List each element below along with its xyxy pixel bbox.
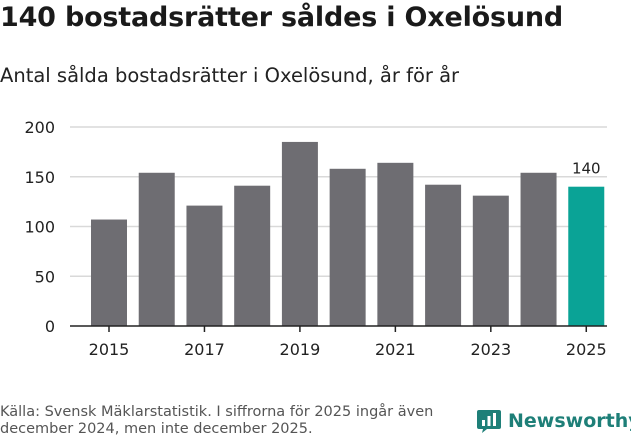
newsworthy-logo-icon xyxy=(477,410,501,433)
x-tick-label: 2023 xyxy=(470,340,511,359)
bar-2015 xyxy=(91,219,127,326)
x-tick-label: 2015 xyxy=(89,340,130,359)
x-tick-label: 2017 xyxy=(184,340,225,359)
y-tick-label: 0 xyxy=(45,317,55,336)
x-tick-label: 2025 xyxy=(566,340,607,359)
brand-name: Newsworthy xyxy=(508,410,631,432)
brand[interactable]: Newsworthy xyxy=(476,408,631,434)
chart-title: 140 bostadsrätter såldes i Oxelösund xyxy=(0,2,564,33)
source-note: Källa: Svensk Mäklarstatistik. I siffror… xyxy=(0,404,434,437)
x-tick-label: 2019 xyxy=(280,340,321,359)
bar-2018 xyxy=(234,185,271,326)
data-label: 140 xyxy=(572,160,601,178)
x-tick-label: 2021 xyxy=(375,340,416,359)
bar-chart: 0 50 100 150 200 140 2015 2017 2019 2021 2023 2025 xyxy=(24,118,607,359)
bar-2023 xyxy=(472,195,509,326)
y-tick-label: 50 xyxy=(35,267,55,286)
y-tick-label: 100 xyxy=(24,218,55,237)
bar-2022 xyxy=(425,184,462,326)
y-tick-label: 150 xyxy=(24,168,55,187)
y-tick-label: 200 xyxy=(24,118,55,137)
bar-2016 xyxy=(138,172,175,326)
bar-2017 xyxy=(186,205,223,326)
bar-2025 xyxy=(568,186,605,326)
bar-2024 xyxy=(520,172,557,326)
bar-2021 xyxy=(377,162,414,326)
bar-2019 xyxy=(281,141,318,326)
bar-2020 xyxy=(329,168,366,326)
chart-subtitle: Antal sålda bostadsrätter i Oxelösund, å… xyxy=(0,64,460,87)
